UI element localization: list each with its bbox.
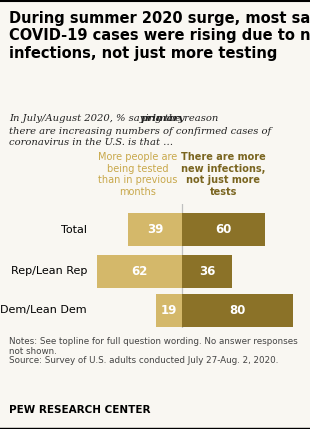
Text: 39: 39 xyxy=(147,224,163,236)
Text: Source: Survey of U.S. adults conducted July 27-Aug. 2, 2020.: Source: Survey of U.S. adults conducted … xyxy=(9,356,279,365)
Text: 19: 19 xyxy=(161,304,177,317)
Text: primary: primary xyxy=(141,114,185,123)
Text: 80: 80 xyxy=(229,304,246,317)
Text: reason: reason xyxy=(181,114,219,123)
Text: During summer 2020 surge, most said
COVID-19 cases were rising due to new
infect: During summer 2020 surge, most said COVI… xyxy=(9,11,310,60)
Text: 60: 60 xyxy=(215,224,232,236)
Text: there are increasing numbers of confirmed cases of: there are increasing numbers of confirme… xyxy=(9,127,272,136)
Bar xyxy=(182,213,265,246)
Text: More people are
being tested
than in previous
months: More people are being tested than in pre… xyxy=(98,152,178,197)
Text: In July/August 2020, % saying the: In July/August 2020, % saying the xyxy=(9,114,184,123)
Bar xyxy=(182,294,293,327)
Text: 62: 62 xyxy=(131,265,148,278)
Bar xyxy=(128,213,182,246)
Text: PEW RESEARCH CENTER: PEW RESEARCH CENTER xyxy=(9,405,151,415)
Text: coronavirus in the U.S. is that …: coronavirus in the U.S. is that … xyxy=(9,138,173,147)
Text: Notes: See topline for full question wording. No answer responses
not shown.: Notes: See topline for full question wor… xyxy=(9,337,298,356)
Bar xyxy=(97,255,182,288)
Bar xyxy=(182,255,232,288)
Text: Total: Total xyxy=(61,225,87,235)
Text: Dem/Lean Dem: Dem/Lean Dem xyxy=(0,305,87,315)
Text: 36: 36 xyxy=(199,265,215,278)
Text: There are more
new infections,
not just more
tests: There are more new infections, not just … xyxy=(181,152,266,197)
Text: Rep/Lean Rep: Rep/Lean Rep xyxy=(11,266,87,276)
Bar xyxy=(156,294,182,327)
